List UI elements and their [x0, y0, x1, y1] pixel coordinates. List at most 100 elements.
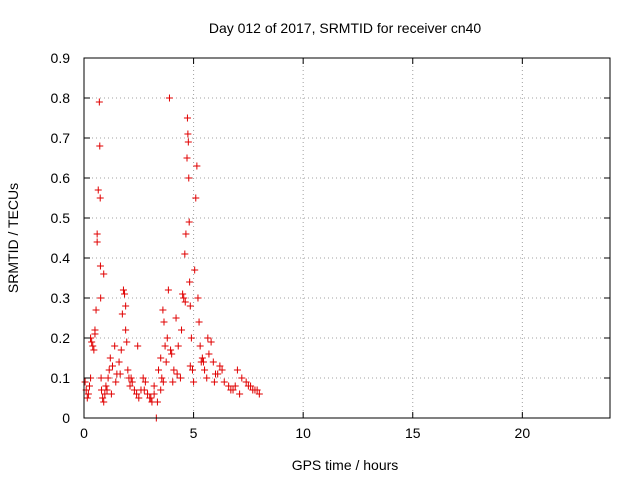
data-point: [96, 262, 104, 270]
data-point: [249, 386, 257, 394]
data-point: [119, 286, 127, 294]
y-tick-label: 0.1: [51, 370, 71, 386]
data-point: [244, 382, 252, 390]
data-point: [107, 390, 115, 398]
data-point: [158, 374, 166, 382]
y-tick-label: 0.3: [51, 290, 71, 306]
data-point: [209, 358, 217, 366]
data-point: [93, 238, 101, 246]
data-point: [181, 298, 189, 306]
data-point: [207, 338, 215, 346]
data-point: [111, 342, 119, 350]
data-point: [93, 230, 101, 238]
data-point: [157, 354, 165, 362]
data-point: [112, 378, 120, 386]
data-point: [83, 394, 91, 402]
data-point: [178, 326, 186, 334]
data-point: [160, 318, 168, 326]
data-point: [84, 390, 92, 398]
data-point: [192, 194, 200, 202]
data-point: [94, 186, 102, 194]
data-point: [128, 378, 136, 386]
data-point: [188, 366, 196, 374]
y-tick-label: 0.6: [51, 170, 71, 186]
data-point: [101, 390, 109, 398]
data-point: [170, 366, 178, 374]
data-point: [195, 318, 203, 326]
x-tick-label: 0: [80, 425, 88, 441]
data-point: [141, 378, 149, 386]
grid-layer: [84, 58, 610, 418]
data-point: [118, 310, 126, 318]
data-point: [183, 154, 191, 162]
data-point: [187, 334, 195, 342]
data-point: [144, 390, 152, 398]
data-point: [236, 390, 244, 398]
chart-title: Day 012 of 2017, SRMTID for receiver cn4…: [209, 20, 482, 36]
data-point: [105, 366, 113, 374]
data-point: [163, 334, 171, 342]
data-point: [127, 374, 135, 382]
data-point: [183, 114, 191, 122]
data-point: [100, 270, 108, 278]
data-point: [180, 294, 188, 302]
data-point: [123, 338, 131, 346]
data-point: [121, 290, 129, 298]
data-point: [99, 394, 107, 402]
data-point: [159, 306, 167, 314]
data-point: [150, 382, 158, 390]
data-point: [216, 362, 224, 370]
data-point: [100, 398, 108, 406]
data-point: [104, 374, 112, 382]
data-point: [115, 358, 123, 366]
data-point: [130, 386, 138, 394]
data-point: [186, 362, 194, 370]
data-points: [81, 94, 263, 422]
data-point: [169, 378, 177, 386]
x-tick-labels: 0 5 10 15 20: [80, 425, 530, 441]
data-point: [126, 382, 134, 390]
data-point: [159, 378, 167, 386]
x-tick-label: 10: [295, 425, 311, 441]
data-point: [225, 382, 233, 390]
data-point: [140, 386, 148, 394]
data-point: [201, 366, 209, 374]
data-point: [81, 378, 89, 386]
ticks-layer: [83, 57, 610, 419]
data-point: [97, 294, 105, 302]
data-point: [186, 278, 194, 286]
data-point: [191, 266, 199, 274]
data-point: [124, 366, 132, 374]
data-point: [185, 218, 193, 226]
data-point: [181, 250, 189, 258]
data-point: [242, 378, 250, 386]
data-point: [97, 374, 105, 382]
data-point: [122, 302, 130, 310]
y-tick-label: 0.7: [51, 130, 71, 146]
data-point: [203, 374, 211, 382]
data-point: [179, 290, 187, 298]
data-point: [157, 386, 165, 394]
data-point: [162, 358, 170, 366]
data-point: [172, 314, 180, 322]
data-point: [134, 342, 142, 350]
data-point: [117, 346, 125, 354]
data-point: [164, 286, 172, 294]
data-point: [89, 342, 97, 350]
x-tick-label: 5: [190, 425, 198, 441]
data-point: [194, 294, 202, 302]
data-point: [96, 142, 104, 150]
y-tick-label: 0.5: [51, 210, 71, 226]
data-point: [116, 370, 124, 378]
data-point: [150, 390, 158, 398]
data-point: [227, 386, 235, 394]
data-point: [133, 390, 141, 398]
data-point: [196, 342, 204, 350]
data-point: [147, 394, 155, 402]
data-point: [214, 370, 222, 378]
data-point: [185, 174, 193, 182]
data-point: [135, 394, 143, 402]
data-point: [139, 374, 147, 382]
x-axis-label: GPS time / hours: [292, 457, 399, 473]
